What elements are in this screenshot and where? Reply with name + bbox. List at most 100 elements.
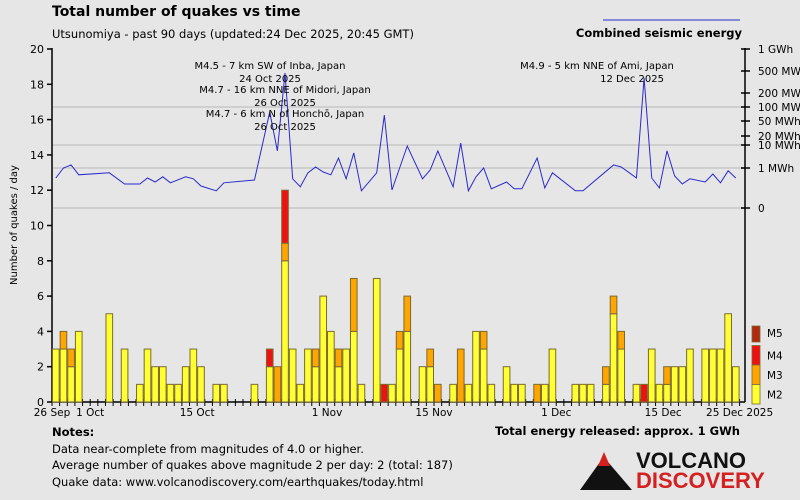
- y-axis-label: Number of quakes / day: [9, 165, 20, 285]
- bar-m2: [395, 348, 404, 403]
- chart-subtitle: Utsunomiya - past 90 days (updated:24 De…: [52, 27, 414, 41]
- energy-tick-label: 200 MWh: [758, 88, 800, 100]
- bar-m3: [334, 348, 343, 368]
- bar-m3: [311, 348, 320, 368]
- logo-text-discovery: DISCOVERY: [636, 468, 765, 493]
- bar-m2: [174, 383, 182, 403]
- bar-m2: [265, 366, 274, 403]
- bar-m2: [197, 366, 205, 403]
- bar-m2: [334, 366, 343, 403]
- bar-m4: [265, 348, 274, 368]
- energy-tick-label: 0: [758, 203, 765, 215]
- legend-swatch-m3: [751, 364, 761, 385]
- volcano-discovery-logo[interactable]: VOLCANO DISCOVERY: [578, 448, 788, 493]
- bar-m2: [724, 313, 732, 403]
- notes-heading: Notes:: [52, 425, 95, 439]
- bar-m2: [502, 366, 511, 403]
- bar-m2: [487, 383, 496, 403]
- bar-m2: [327, 330, 335, 403]
- annotation-text: M4.5 - 7 km SW of Inba, Japan: [195, 61, 346, 72]
- volcano-icon: [580, 452, 632, 490]
- bar-m2: [632, 383, 641, 403]
- bar-m4: [380, 383, 389, 403]
- energy-tick-label: 100 MWh: [758, 102, 800, 114]
- y-tick-label: 6: [37, 290, 44, 303]
- bar-m3: [609, 295, 618, 315]
- note-line: Data near-complete from magnitudes of 4.…: [52, 441, 364, 456]
- legend-label-m5: M5: [767, 328, 783, 340]
- bar-m2: [731, 366, 740, 403]
- bar-m2: [464, 383, 473, 403]
- bar-m3: [281, 242, 289, 262]
- bar-m3: [602, 366, 610, 385]
- bar-m2: [701, 348, 710, 403]
- bar-m2: [472, 330, 480, 403]
- bar-m2: [479, 348, 488, 403]
- energy-tick-label: 10 MWh: [758, 140, 800, 152]
- annotation-date: 26 Oct 2025: [254, 122, 316, 133]
- bar-m3: [434, 383, 442, 403]
- bar-m2: [342, 348, 350, 403]
- bar-m2: [716, 348, 725, 403]
- note-line: Quake data: www.volcanodiscovery.com/ear…: [52, 474, 424, 489]
- legend-label-m2: M2: [767, 390, 783, 402]
- bar-m2: [212, 383, 221, 403]
- bar-m2: [250, 383, 259, 403]
- x-tick-label: 15 Dec: [645, 407, 682, 419]
- bar-m3: [349, 277, 358, 332]
- bar-m2: [136, 383, 144, 403]
- bar-m2: [281, 260, 289, 403]
- legend-swatch-m4: [751, 345, 761, 366]
- bar-m2: [357, 383, 366, 403]
- bar-m2: [52, 348, 60, 403]
- bar-m2: [67, 366, 75, 403]
- bar-m2: [403, 330, 412, 403]
- bar-m2: [189, 348, 198, 403]
- bar-m3: [273, 366, 282, 403]
- bar-m2: [181, 366, 190, 403]
- legend-swatch-m5: [751, 325, 761, 343]
- chart-title: Total number of quakes vs time: [52, 4, 301, 20]
- annotation-text: M4.7 - 16 km NNE of Midori, Japan: [199, 85, 370, 96]
- bar-m2: [655, 383, 664, 403]
- note-line: Average number of quakes above magnitude…: [52, 458, 453, 472]
- bar-m4: [640, 383, 648, 403]
- energy-tick-label: 50 MWh: [758, 116, 800, 128]
- y-tick-label: 16: [30, 114, 44, 127]
- bar-m2: [709, 348, 717, 403]
- annotation-text: M4.9 - 5 km NNE of Ami, Japan: [520, 61, 674, 72]
- y-tick-label: 18: [30, 78, 44, 91]
- x-tick-label: 26 Sep: [34, 407, 71, 419]
- bar-m3: [67, 348, 75, 368]
- bar-m2: [288, 348, 297, 403]
- bar-m2: [143, 348, 152, 403]
- energy-tick-label: 1 GWh: [758, 44, 793, 56]
- bar-m2: [74, 330, 83, 403]
- annotation-date: 24 Oct 2025: [239, 74, 301, 85]
- y-tick-label: 2: [37, 361, 44, 374]
- y-tick-label: 14: [30, 149, 44, 162]
- y-tick-label: 0: [37, 396, 44, 409]
- x-tick-label: 25 Dec 2025: [706, 407, 773, 419]
- bar-m3: [617, 330, 625, 350]
- y-tick-label: 12: [30, 184, 44, 197]
- annotation-date: 26 Oct 2025: [254, 98, 316, 109]
- bar-m2: [678, 366, 687, 403]
- bar-m2: [120, 348, 129, 403]
- annotation-date: 12 Dec 2025: [600, 74, 664, 85]
- legend-swatch-m2: [751, 384, 761, 405]
- bar-m2: [602, 383, 610, 403]
- y-tick-label: 4: [37, 325, 44, 338]
- legend-label-m4: M4: [767, 351, 783, 363]
- bar-m3: [479, 330, 488, 350]
- bar-m2: [586, 383, 595, 403]
- bar-m2: [158, 366, 167, 403]
- bar-m2: [540, 383, 549, 403]
- bar-m2: [518, 383, 526, 403]
- energy-tick-label: 1 MWh: [758, 163, 794, 175]
- bar-m2: [388, 383, 396, 403]
- notes: Notes: Data near-complete from magnitude…: [52, 424, 453, 490]
- energy-total: Total energy released: approx. 1 GWh: [495, 424, 740, 438]
- bar-m3: [403, 295, 412, 332]
